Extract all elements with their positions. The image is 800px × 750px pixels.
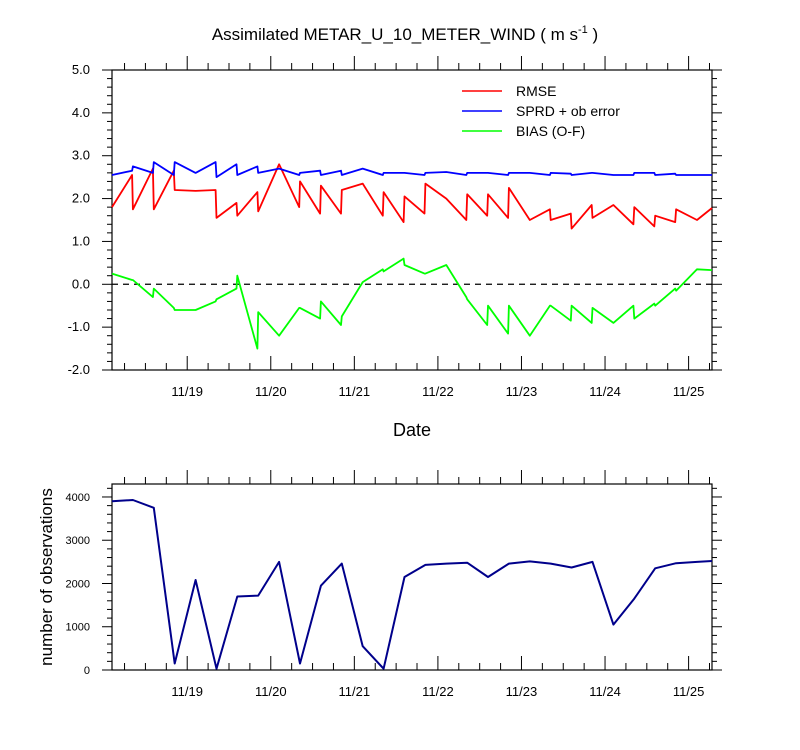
y-tick-label: 5.0 (72, 62, 90, 77)
spread-line (111, 161, 712, 179)
bottom-plot-frame (111, 483, 713, 671)
y-tick-label: -1.0 (68, 319, 90, 334)
y-tick-label: 4000 (66, 492, 90, 504)
x-tick-label: 11/23 (506, 384, 538, 399)
x-tick-label: 11/24 (589, 684, 621, 699)
observations-line (111, 499, 713, 670)
rmse-line (111, 163, 713, 230)
legend-label-spread: SPRD + ob error (516, 103, 620, 119)
x-tick-label: 11/22 (422, 384, 454, 399)
top-y-tick-labels: -2.0 -1.0 0.0 1.0 2.0 3.0 4.0 5.0 (68, 62, 90, 377)
x-tick-label: 11/25 (673, 384, 705, 399)
bias-line (111, 257, 713, 350)
x-tick-label: 11/23 (506, 684, 538, 699)
chart-title-main: Assimilated METAR_U_10_METER_WIND ( m s (212, 25, 578, 44)
y-tick-label: 1.0 (72, 233, 90, 248)
y-tick-label: 0 (84, 665, 90, 677)
x-tick-label: 11/24 (589, 384, 621, 399)
y-tick-label: -2.0 (68, 362, 90, 377)
top-series (111, 161, 713, 350)
bottom-ticks (102, 470, 722, 671)
chart-title: Assimilated METAR_U_10_METER_WIND ( m s-… (212, 24, 598, 44)
x-tick-label: 11/19 (171, 384, 203, 399)
y-tick-label: 2000 (66, 578, 90, 590)
legend: RMSE SPRD + ob error BIAS (O-F) (462, 83, 620, 139)
chart-title-end: ) (588, 25, 598, 44)
y-tick-label: 0.0 (72, 276, 90, 291)
legend-label-bias: BIAS (O-F) (516, 123, 585, 139)
legend-label-rmse: RMSE (516, 83, 556, 99)
chart-title-sup: -1 (578, 24, 588, 36)
y-tick-label: 2.0 (72, 191, 90, 206)
bottom-series (111, 499, 713, 670)
x-tick-label: 11/25 (673, 684, 705, 699)
top-ticks (102, 56, 722, 371)
top-x-tick-labels: 11/19 11/20 11/21 11/22 11/23 11/24 11/25 (171, 384, 704, 399)
y-tick-label: 3000 (66, 535, 90, 547)
y-tick-label: 3.0 (72, 148, 90, 163)
y-tick-label: 4.0 (72, 105, 90, 120)
bottom-y-tick-labels: 0 1000 2000 3000 4000 (66, 492, 90, 677)
x-tick-label: 11/21 (339, 684, 371, 699)
y-axis-label-observations: number of observations (37, 488, 56, 666)
x-tick-label: 11/20 (255, 384, 287, 399)
x-tick-label: 11/20 (255, 684, 287, 699)
bottom-x-tick-labels: 11/19 11/20 11/21 11/22 11/23 11/24 11/25 (171, 684, 704, 699)
x-tick-label: 11/19 (171, 684, 203, 699)
top-plot-frame (111, 69, 713, 371)
x-axis-label: Date (393, 420, 431, 440)
x-tick-label: 11/22 (422, 684, 454, 699)
x-tick-label: 11/21 (339, 384, 371, 399)
top-panel: -2.0-1.00.01.02.03.04.05.0 11/19 11/20 11/… (68, 56, 722, 399)
y-tick-label: 1000 (66, 622, 90, 634)
